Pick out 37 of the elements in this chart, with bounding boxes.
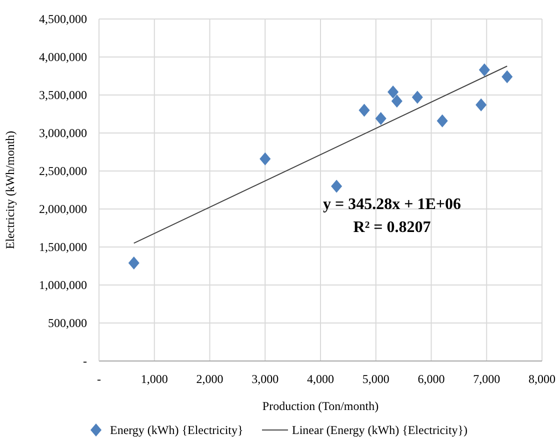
- point: [260, 152, 271, 166]
- legend-label: Linear (Energy (kWh) {Electricity}): [292, 423, 468, 437]
- y-tick-label: 1,500,000: [39, 240, 87, 254]
- point: [391, 94, 402, 108]
- annotation: y = 345.28x + 1E+06: [322, 196, 462, 213]
- x-tick-label: 4,000: [307, 372, 334, 386]
- point: [358, 104, 370, 117]
- point: [436, 114, 448, 128]
- x-tick-label: 3,000: [252, 372, 279, 386]
- x-tick-label: 6,000: [418, 372, 445, 386]
- point: [412, 90, 423, 104]
- x-tick-label: -: [97, 372, 101, 386]
- y-tick-label: 1,000,000: [39, 278, 87, 292]
- y-tick-label: 3,000,000: [39, 126, 87, 140]
- y-axis-title: Electricity (kWh/month): [3, 130, 17, 250]
- y-tick-label: -: [83, 354, 87, 368]
- x-tick-label: 1,000: [140, 372, 168, 386]
- y-tick-label: 2,500,000: [39, 164, 87, 178]
- annotation: R² = 0.8207: [353, 219, 431, 236]
- point: [331, 180, 342, 193]
- x-tick-label: 8,000: [528, 372, 556, 386]
- y-tick-label: 500,000: [48, 316, 87, 330]
- y-tick-label: 3,500,000: [39, 88, 87, 102]
- point: [375, 112, 386, 126]
- point: [476, 98, 487, 112]
- y-tick-label: 4,500,000: [39, 12, 87, 26]
- point: [388, 85, 399, 98]
- point: [478, 63, 490, 76]
- point: [128, 256, 140, 270]
- legend-label: Energy (kWh) {Electricity}: [110, 423, 244, 437]
- x-tick-label: 7,000: [473, 372, 500, 386]
- y-tick-label: 4,000,000: [39, 50, 87, 64]
- point: [502, 70, 513, 84]
- y-tick-label: 2,000,000: [39, 202, 87, 216]
- x-tick-label: 2,000: [196, 372, 224, 386]
- x-tick-label: 5,000: [362, 372, 390, 386]
- x-axis-title: Production (Ton/month): [262, 399, 379, 413]
